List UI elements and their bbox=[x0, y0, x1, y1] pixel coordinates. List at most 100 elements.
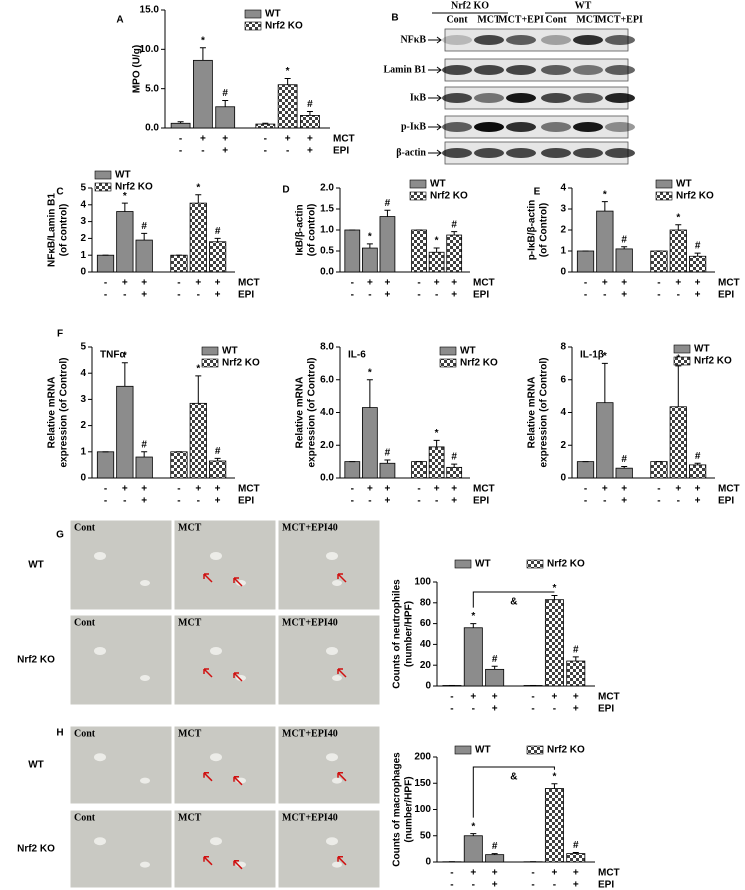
bar bbox=[208, 460, 227, 479]
y-tick-label: 2.0 bbox=[320, 440, 334, 451]
micrograph bbox=[69, 614, 173, 706]
vessel bbox=[140, 675, 150, 681]
bar bbox=[428, 446, 445, 479]
micrograph bbox=[173, 809, 277, 889]
condition-sign: - bbox=[472, 704, 475, 715]
vessel bbox=[326, 753, 338, 762]
condition-sign: - bbox=[657, 278, 660, 289]
bar bbox=[650, 250, 668, 273]
condition-sign: + bbox=[492, 692, 498, 703]
condition-sign: + bbox=[307, 146, 313, 157]
legend-label: Nrf2 KO bbox=[547, 745, 585, 756]
condition-sign: + bbox=[573, 868, 579, 879]
bar bbox=[650, 461, 668, 479]
legend-label: WT bbox=[694, 344, 710, 355]
condition-sign: - bbox=[104, 278, 107, 289]
blot-row-label: IκB bbox=[410, 92, 426, 103]
condition-sign: + bbox=[285, 134, 291, 145]
significance-mark: # bbox=[307, 99, 313, 110]
significance-mark: # bbox=[141, 439, 147, 450]
red-arrow bbox=[233, 577, 243, 587]
significance-mark: * bbox=[368, 232, 372, 243]
y-tick-label: 0 bbox=[80, 267, 86, 278]
y-tick-label: 2 bbox=[560, 225, 566, 236]
panel-letter: E bbox=[534, 187, 541, 198]
blot-band bbox=[541, 93, 571, 103]
bar bbox=[193, 59, 213, 129]
blot-band bbox=[541, 65, 571, 75]
y-axis-label: (number/HPF) bbox=[404, 776, 415, 842]
vessel bbox=[94, 552, 106, 560]
condition-sign: - bbox=[531, 704, 534, 715]
y-tick-label: 6.0 bbox=[320, 374, 334, 385]
y-axis-label: Relative mRNA bbox=[47, 377, 58, 449]
blot-band bbox=[442, 122, 472, 132]
error-bar bbox=[572, 852, 579, 854]
condition-sign: - bbox=[603, 496, 606, 507]
blot-band bbox=[506, 35, 536, 45]
condition-sign: - bbox=[450, 868, 453, 879]
error-bar bbox=[384, 459, 391, 464]
y-axis-label: expression (of Control) bbox=[539, 357, 550, 467]
condition-sign: - bbox=[677, 496, 680, 507]
y-tick-label: 5.0 bbox=[145, 83, 159, 94]
image-label: MCT bbox=[178, 728, 202, 739]
error-bar bbox=[195, 375, 202, 404]
y-axis-label: IκB/β-actin bbox=[295, 204, 306, 255]
micrograph bbox=[277, 614, 381, 706]
condition-name: MCT bbox=[598, 868, 620, 879]
vessel bbox=[94, 753, 106, 762]
panel-letter: G bbox=[56, 530, 64, 541]
legend-label: WT bbox=[676, 179, 692, 190]
error-bar bbox=[601, 362, 608, 403]
condition-sign: - bbox=[351, 496, 354, 507]
y-axis-label: (of control) bbox=[59, 204, 70, 257]
significance-mark: * bbox=[552, 583, 556, 594]
image-label: Cont bbox=[74, 728, 96, 739]
condition-sign: - bbox=[531, 880, 534, 890]
condition-sign: - bbox=[123, 290, 126, 301]
significance-mark: # bbox=[385, 198, 391, 209]
blot-row-label: β-actin bbox=[396, 147, 426, 158]
condition-name: MCT bbox=[718, 278, 740, 289]
significance-mark: # bbox=[695, 451, 701, 462]
bar bbox=[189, 402, 207, 479]
bar bbox=[215, 106, 236, 129]
condition-sign: - bbox=[368, 290, 371, 301]
y-tick-label: 1 bbox=[80, 250, 86, 261]
bar bbox=[576, 461, 595, 479]
condition-name: EPI bbox=[333, 146, 349, 157]
y-tick-label: 2 bbox=[560, 440, 566, 451]
error-bar bbox=[694, 252, 701, 257]
condition-name: MCT bbox=[598, 692, 620, 703]
vessel bbox=[140, 777, 150, 784]
blot-band bbox=[506, 93, 536, 103]
y-tick-label: 0.5 bbox=[320, 246, 334, 257]
y-tick-label: 2.0 bbox=[320, 183, 334, 194]
bar bbox=[576, 250, 595, 273]
condition-sign: + bbox=[195, 484, 201, 495]
significance-mark: * bbox=[552, 771, 556, 782]
legend-swatch bbox=[454, 559, 472, 569]
error-bar bbox=[675, 365, 682, 407]
y-axis-label: expression (of Control) bbox=[307, 357, 318, 467]
condition-sign: - bbox=[201, 146, 204, 157]
bar bbox=[411, 461, 427, 479]
significance-mark: # bbox=[492, 654, 498, 665]
condition-sign: + bbox=[451, 496, 457, 507]
legend-swatch bbox=[244, 9, 262, 19]
bar bbox=[485, 854, 505, 863]
condition-sign: - bbox=[123, 496, 126, 507]
red-arrow bbox=[203, 856, 213, 866]
bar bbox=[135, 239, 153, 273]
condition-sign: - bbox=[450, 692, 453, 703]
significance-mark: # bbox=[695, 241, 701, 252]
vessel bbox=[140, 861, 150, 868]
significance-mark: * bbox=[435, 236, 439, 247]
micrograph bbox=[173, 725, 277, 805]
error-bar bbox=[451, 231, 458, 236]
condition-sign: - bbox=[264, 146, 267, 157]
y-tick-label: 1.0 bbox=[320, 225, 334, 236]
condition-sign: - bbox=[286, 146, 289, 157]
